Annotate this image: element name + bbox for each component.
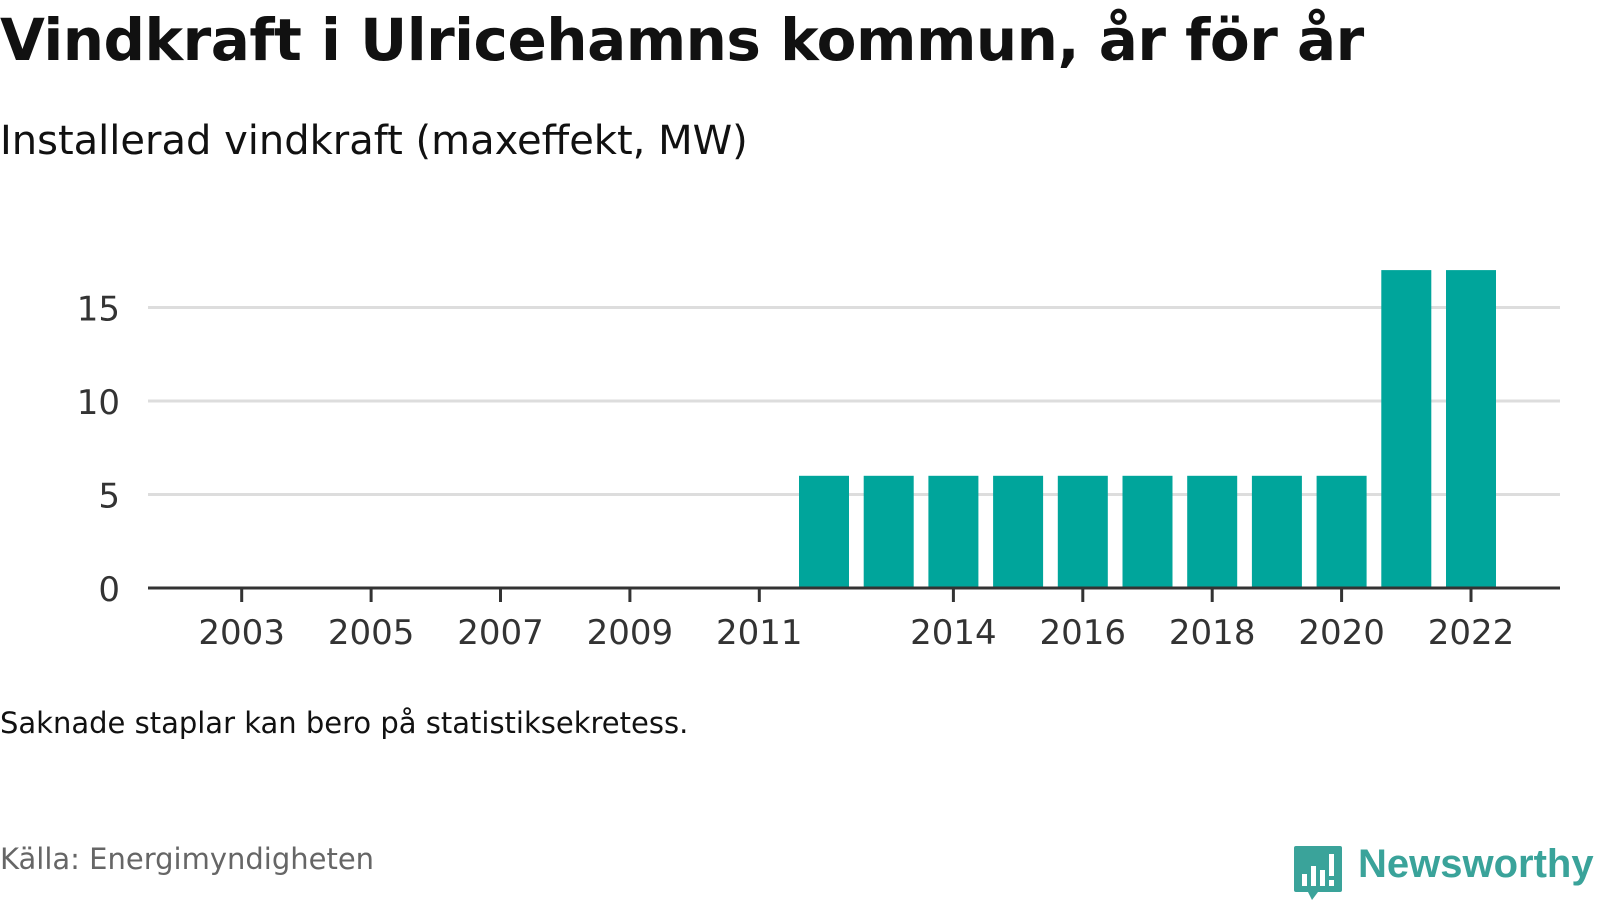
chart-title: Vindkraft i Ulricehamns kommun, år för å… [0,6,1364,74]
x-tick-label: 2011 [716,613,803,653]
x-tick-label: 2020 [1298,613,1385,653]
x-tick-label: 2005 [328,613,415,653]
bar [1122,475,1173,588]
y-axis-ticks: 0 5 10 15 [77,290,120,611]
bars [799,270,1496,588]
bar [863,475,914,588]
x-axis-ticks: 2003 2005 2007 2009 2011 2014 2016 2018 2020 2022 [198,588,1514,653]
y-tick-label: 5 [98,477,120,517]
x-tick-label: 2003 [198,613,285,653]
brand-name: Newsworthy [1358,842,1594,886]
x-tick-label: 2009 [587,613,674,653]
x-tick-label: 2007 [457,613,544,653]
y-tick-label: 0 [98,570,120,610]
bar [1381,270,1432,588]
bar [1316,475,1367,588]
newsworthy-logo[interactable]: Newsworthy [1292,842,1594,902]
y-tick-label: 15 [77,290,120,330]
x-tick-label: 2016 [1040,613,1127,653]
bar [1251,475,1302,588]
x-tick-label: 2022 [1428,613,1515,653]
y-tick-label: 10 [77,383,120,423]
bar [1057,475,1108,588]
footnote: Saknade staplar kan bero på statistiksek… [0,706,689,740]
chart-subtitle: Installerad vindkraft (maxeffekt, MW) [0,118,748,164]
bar [1446,270,1496,588]
bar [993,475,1044,588]
x-tick-label: 2014 [910,613,997,653]
chart-bubble-icon [1294,846,1342,900]
bar [799,475,849,588]
source-note: Källa: Energimyndigheten [0,842,375,876]
x-tick-label: 2018 [1169,613,1256,653]
bar [1187,475,1238,588]
gridlines [148,306,1560,496]
bar [928,475,979,588]
